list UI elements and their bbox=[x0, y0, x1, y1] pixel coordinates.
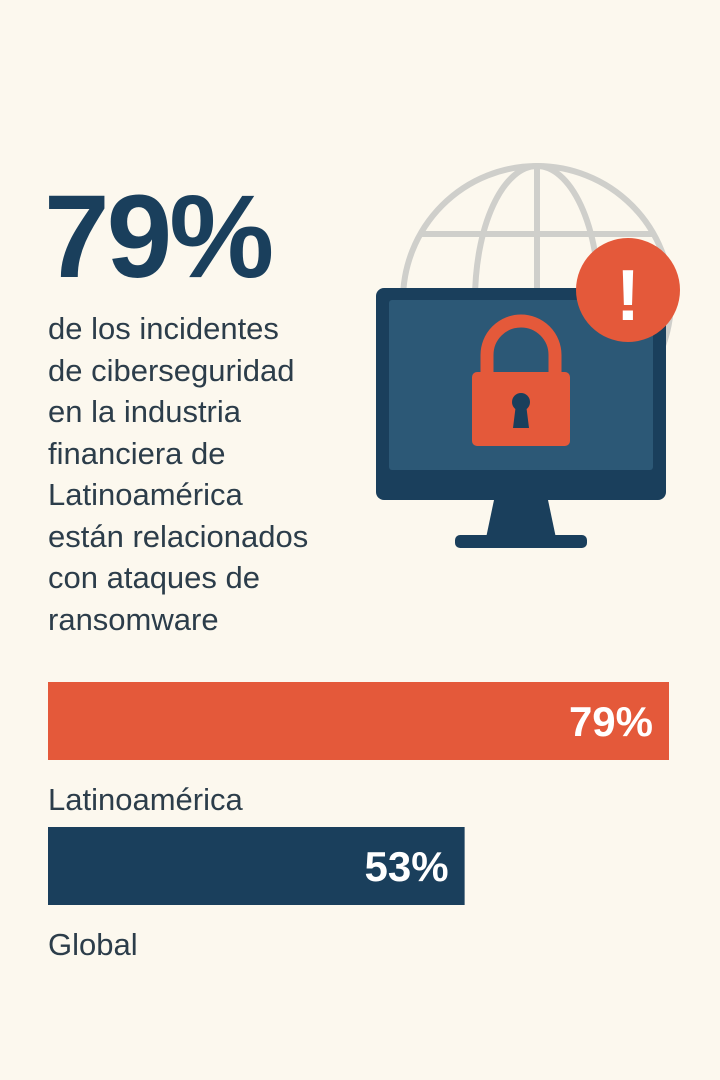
comparison-bar-chart: 79% Latinoamérica 53% Global bbox=[48, 682, 669, 962]
padlock-icon bbox=[472, 314, 570, 446]
alert-symbol: ! bbox=[616, 256, 640, 336]
bar-value-label: 79% bbox=[569, 698, 653, 745]
description-line: con ataques de bbox=[48, 560, 261, 595]
description-text: de los incidentes de ciberseguridad en l… bbox=[48, 308, 368, 640]
description-line: de los incidentes bbox=[48, 311, 279, 346]
bar-value-label: 53% bbox=[365, 843, 449, 890]
description-line: financiera de bbox=[48, 435, 226, 471]
bar-category-label: Global bbox=[48, 927, 138, 962]
description-line: en la industria bbox=[48, 394, 242, 429]
description-line: de ciberseguridad bbox=[48, 352, 295, 388]
bar-global bbox=[48, 827, 465, 905]
alert-icon: ! bbox=[576, 238, 680, 342]
bar-category-label: Latinoamérica bbox=[48, 782, 243, 817]
description-line: ransomware bbox=[48, 601, 219, 637]
security-illustration: ! bbox=[376, 163, 680, 548]
headline-stat: 79% bbox=[44, 171, 274, 303]
description-line: Latinoamérica bbox=[48, 477, 243, 512]
description-line: están relacionados bbox=[48, 518, 309, 554]
bar-latinoamerica bbox=[48, 682, 669, 760]
